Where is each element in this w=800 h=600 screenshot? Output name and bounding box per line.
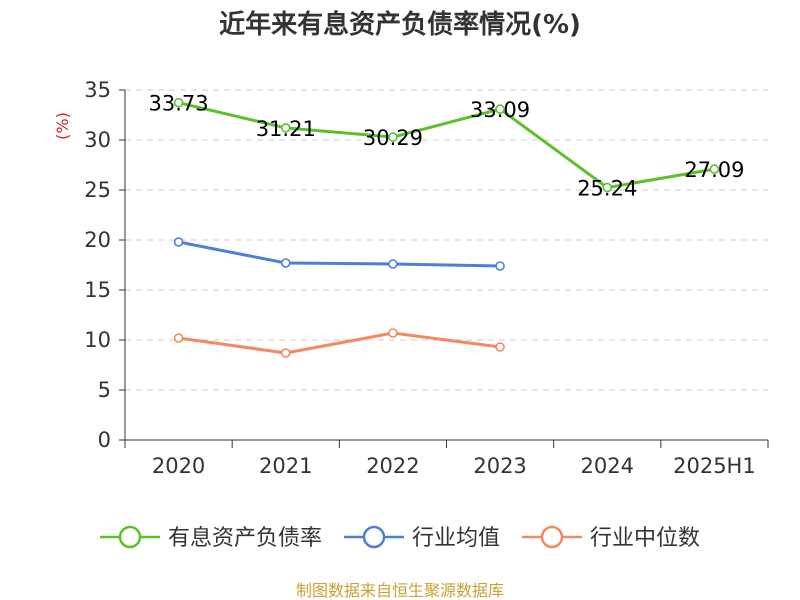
y-tick-label: 35	[84, 78, 111, 102]
series-line	[178, 331, 501, 355]
y-tick-label: 10	[84, 328, 111, 352]
data-label: 33.73	[149, 92, 209, 116]
y-axis-label: (%)	[53, 112, 72, 140]
data-point[interactable]	[173, 237, 184, 247]
series-line	[178, 240, 501, 268]
y-tick-label: 0	[98, 428, 111, 452]
data-point[interactable]	[280, 258, 291, 268]
legend-marker-icon	[540, 525, 564, 549]
x-tick-label: 2023	[473, 454, 526, 478]
x-tick-label: 2024	[581, 454, 634, 478]
series-line	[178, 101, 715, 190]
x-tick-label: 2020	[152, 454, 205, 478]
series-3	[173, 328, 505, 358]
data-point[interactable]	[388, 259, 398, 269]
data-label: 33.09	[470, 98, 530, 122]
data-label: 30.29	[363, 126, 423, 150]
chart-title: 近年来有息资产负债率情况(%)	[219, 9, 581, 40]
data-point[interactable]	[388, 328, 398, 338]
legend-item[interactable]: 行业中位数	[522, 525, 700, 551]
data-label: 27.09	[684, 158, 744, 182]
data-label: 25.24	[577, 177, 637, 201]
x-tick-label: 2025H1	[673, 454, 756, 478]
data-labels: 33.73 31.21 30.29 33.09 25.24 27.09	[149, 92, 745, 201]
axes: 0 5 10 15 20 25 30 35 2020 2021 2022 2023 2024 2025H1	[84, 78, 769, 478]
x-tick-label: 2022	[366, 454, 419, 478]
legend-marker-icon	[362, 525, 386, 549]
data-point[interactable]	[173, 97, 184, 108]
legend-label: 行业均值	[412, 526, 500, 551]
data-point[interactable]	[495, 342, 505, 352]
y-tick-label: 30	[84, 128, 111, 152]
series-layer	[173, 97, 720, 358]
data-point[interactable]	[280, 348, 291, 358]
data-point[interactable]	[602, 182, 613, 193]
legend-label: 有息资产负债率	[168, 526, 322, 551]
data-point[interactable]	[173, 333, 184, 343]
y-tick-label: 15	[84, 278, 111, 302]
data-label: 31.21	[256, 117, 316, 141]
source-note: 制图数据来自恒生聚源数据库	[296, 581, 504, 600]
legend-label: 行业中位数	[590, 526, 700, 551]
data-point[interactable]	[709, 164, 720, 174]
legend[interactable]: 有息资产负债率 行业均值 行业中位数	[99, 525, 700, 551]
data-point[interactable]	[280, 123, 291, 133]
x-tick-label: 2021	[259, 454, 312, 478]
legend-marker-icon	[118, 525, 142, 549]
series-1	[173, 97, 720, 193]
data-point[interactable]	[495, 261, 505, 271]
y-tick-label: 5	[98, 378, 111, 402]
series-2	[173, 237, 505, 271]
legend-item[interactable]: 有息资产负债率	[99, 525, 322, 551]
y-tick-label: 25	[84, 178, 111, 202]
legend-item[interactable]: 行业均值	[343, 525, 500, 551]
y-tick-label: 20	[84, 228, 111, 252]
data-point[interactable]	[495, 104, 505, 114]
data-point[interactable]	[388, 132, 398, 142]
